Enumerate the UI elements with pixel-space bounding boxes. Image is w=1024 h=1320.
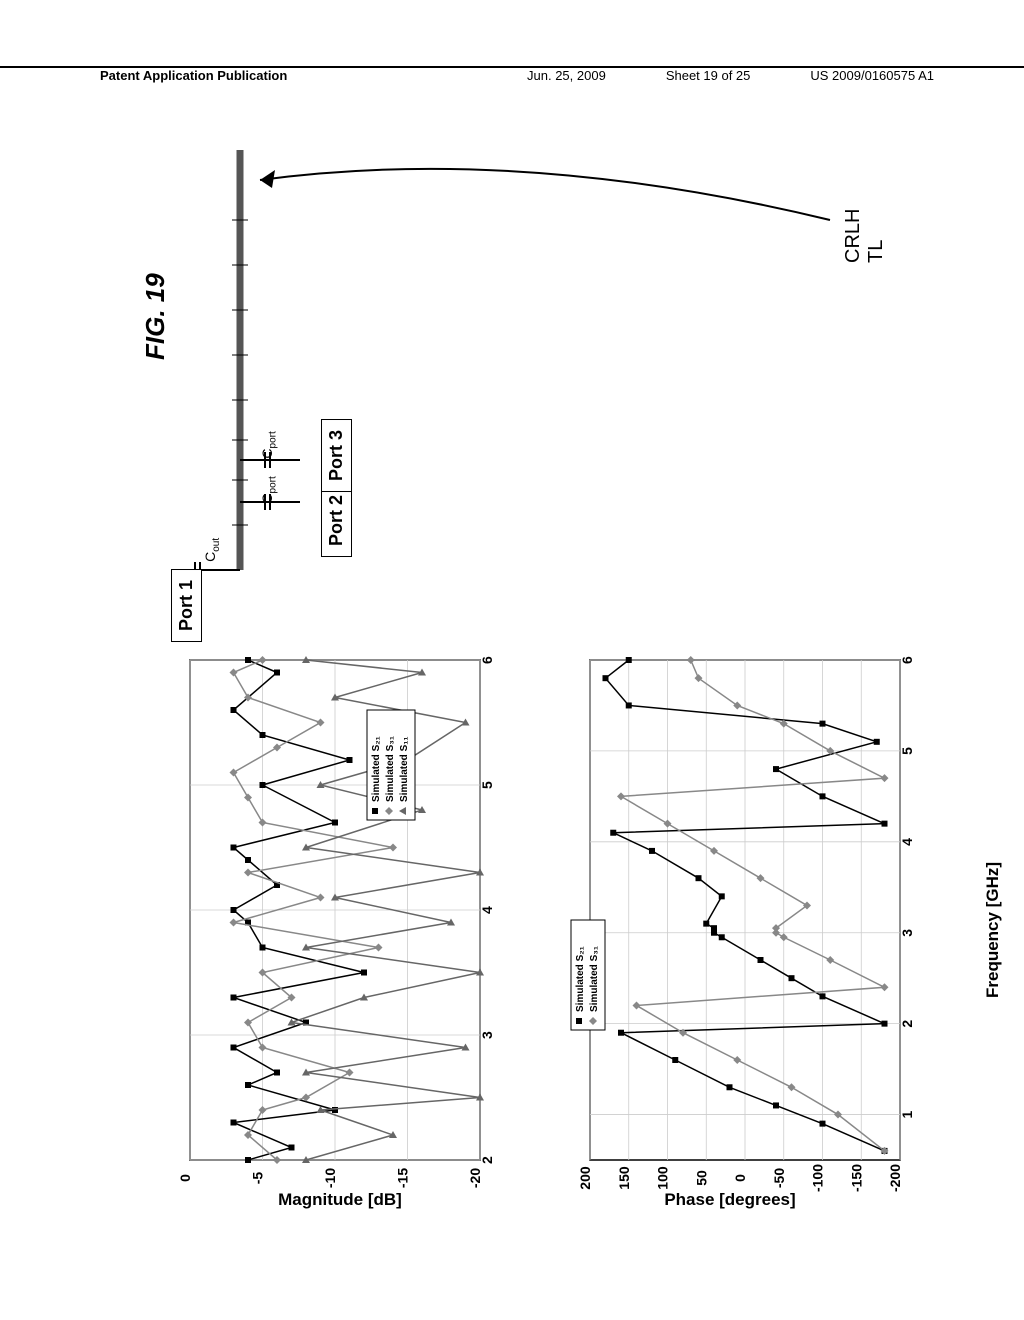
schematic-svg (180, 140, 900, 620)
svg-text:5: 5 (479, 781, 495, 789)
svg-text:5: 5 (899, 747, 915, 755)
svg-text:0: 0 (177, 1174, 193, 1182)
phase-y-label: Phase [degrees] (630, 1190, 830, 1210)
sheet-number: Sheet 19 of 25 (666, 68, 751, 90)
publication-type: Patent Application Publication (100, 68, 527, 90)
svg-text:Simulated S₃₁: Simulated S₃₁ (589, 946, 600, 1012)
page-header: Patent Application Publication Jun. 25, … (0, 66, 1024, 90)
svg-text:100: 100 (655, 1166, 671, 1190)
phase-plot-svg: 200 150 100 50 0 -50 -100 -150 -200 1 2 3 4 5 6 Simulat… (530, 650, 920, 1210)
svg-text:-10: -10 (322, 1168, 338, 1188)
publication-number: US 2009/0160575 A1 (810, 68, 934, 90)
phase-x-label: Frequency [GHz] (983, 862, 1003, 998)
svg-text:2: 2 (899, 1020, 915, 1028)
svg-text:0: 0 (732, 1174, 748, 1182)
figure-label: FIG. 19 (140, 273, 171, 360)
port-1-label: Port 1 (171, 569, 202, 642)
svg-text:-15: -15 (395, 1168, 411, 1188)
svg-text:50: 50 (693, 1170, 709, 1186)
svg-text:Simulated S₁₁: Simulated S₁₁ (399, 736, 410, 802)
svg-text:-5: -5 (250, 1172, 266, 1185)
svg-text:3: 3 (479, 1031, 495, 1039)
svg-text:4: 4 (899, 838, 915, 846)
svg-text:-100: -100 (810, 1164, 826, 1192)
schematic-diagram: Port 1 Port 2 Port 3 CRLH TL Cout Cport … (180, 140, 900, 620)
svg-text:3: 3 (899, 929, 915, 937)
c-port-label-1: Cport (259, 476, 279, 503)
port-3-label: Port 3 (321, 419, 352, 492)
svg-text:Simulated S₂₁: Simulated S₂₁ (371, 736, 382, 802)
publication-date: Jun. 25, 2009 (527, 68, 606, 90)
svg-text:-50: -50 (771, 1168, 787, 1188)
svg-text:-150: -150 (848, 1164, 864, 1192)
phase-chart: Phase [degrees] Frequency [GHz] 20015010… (530, 650, 920, 1210)
svg-text:2: 2 (479, 1156, 495, 1164)
svg-text:4: 4 (479, 906, 495, 914)
mag-plot-svg: 0-5-10-15-2023456Simulated S₂₁Simulated … (130, 650, 500, 1210)
svg-text:-20: -20 (467, 1168, 483, 1188)
c-port-label-2: Cport (259, 431, 279, 458)
port-2-label: Port 2 (321, 484, 352, 557)
svg-text:Simulated S₃₁: Simulated S₃₁ (385, 736, 396, 802)
mag-y-label: Magnitude [dB] (240, 1190, 440, 1210)
svg-text:6: 6 (899, 656, 915, 664)
svg-text:1: 1 (899, 1111, 915, 1119)
svg-text:-200: -200 (887, 1164, 903, 1192)
crlh-tl-label: CRLH TL (842, 193, 888, 263)
svg-text:6: 6 (479, 656, 495, 664)
svg-text:150: 150 (616, 1166, 632, 1190)
svg-text:200: 200 (577, 1166, 593, 1190)
magnitude-chart: Magnitude [dB] Frequency [GHz] 0-5-10-15… (130, 650, 500, 1210)
svg-text:Simulated S₂₁: Simulated S₂₁ (575, 946, 586, 1012)
c-out-label: Cout (202, 538, 222, 562)
